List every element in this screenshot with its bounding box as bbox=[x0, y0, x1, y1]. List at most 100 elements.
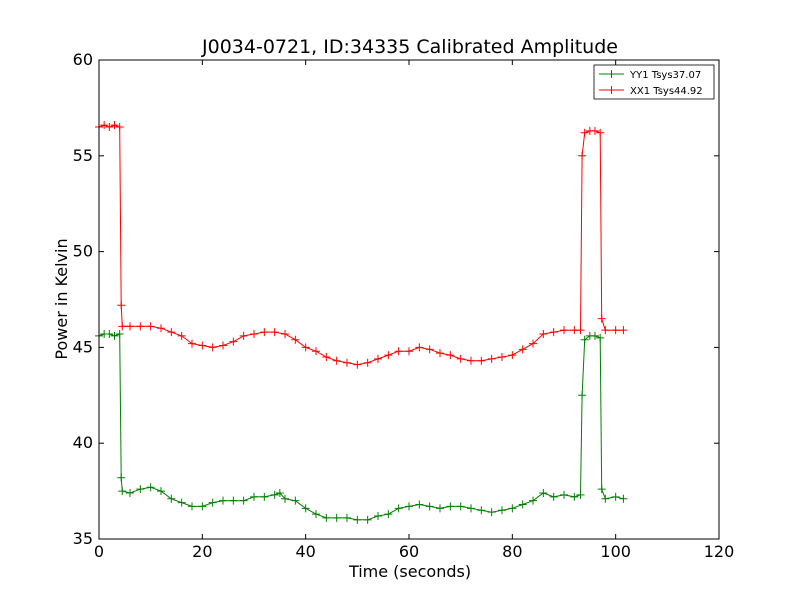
x-tick-label: 40 bbox=[295, 542, 315, 561]
data-point bbox=[560, 490, 568, 499]
data-point bbox=[539, 329, 548, 338]
data-point bbox=[353, 515, 362, 524]
data-point bbox=[110, 331, 119, 340]
data-point bbox=[275, 489, 284, 498]
data-point bbox=[549, 492, 558, 501]
data-point bbox=[619, 494, 628, 503]
series-layer bbox=[95, 121, 628, 524]
data-point bbox=[353, 360, 362, 369]
data-point bbox=[312, 510, 320, 519]
data-point bbox=[591, 126, 599, 135]
legend-box bbox=[593, 64, 715, 100]
data-point bbox=[146, 483, 155, 492]
legend: YY1 Tsys37.07 XX1 Tsys44.92 bbox=[593, 64, 715, 100]
data-point bbox=[601, 494, 610, 503]
data-point bbox=[105, 329, 114, 338]
data-point bbox=[549, 328, 558, 337]
data-point bbox=[578, 391, 587, 400]
data-point bbox=[597, 314, 606, 323]
data-point bbox=[394, 347, 403, 356]
data-point bbox=[405, 502, 413, 511]
data-point bbox=[529, 496, 537, 505]
data-point bbox=[115, 329, 124, 338]
y-axis-label: Power in Kelvin bbox=[52, 238, 71, 359]
data-point bbox=[487, 354, 496, 363]
data-point bbox=[456, 354, 465, 363]
x-tick-label: 0 bbox=[94, 542, 104, 561]
data-point bbox=[136, 322, 145, 331]
x-tick-label: 120 bbox=[704, 542, 735, 561]
data-point bbox=[343, 513, 351, 522]
data-point bbox=[539, 489, 548, 498]
data-point bbox=[260, 328, 269, 337]
data-point bbox=[597, 485, 606, 494]
data-point bbox=[436, 349, 444, 358]
data-point bbox=[198, 341, 207, 350]
data-point bbox=[332, 513, 341, 522]
data-point bbox=[467, 356, 475, 365]
data-point bbox=[260, 492, 269, 501]
data-point bbox=[446, 351, 455, 360]
data-point bbox=[239, 496, 248, 505]
data-point bbox=[198, 502, 207, 511]
data-point bbox=[446, 502, 455, 511]
data-point bbox=[167, 494, 176, 503]
data-point bbox=[301, 343, 310, 352]
data-point bbox=[312, 347, 320, 356]
x-tick-label: 60 bbox=[399, 542, 419, 561]
y-tick-label: 35 bbox=[73, 529, 93, 548]
data-point bbox=[415, 343, 424, 352]
data-point bbox=[322, 352, 331, 361]
data-point bbox=[529, 339, 537, 348]
data-point bbox=[374, 354, 382, 363]
data-point bbox=[596, 128, 605, 137]
chart-title: J0034-0721, ID:34335 Calibrated Amplitud… bbox=[201, 36, 618, 58]
data-point bbox=[291, 335, 300, 344]
data-point bbox=[477, 506, 486, 515]
data-point bbox=[425, 345, 434, 354]
data-point bbox=[301, 504, 310, 513]
data-point bbox=[100, 121, 109, 130]
data-point bbox=[467, 504, 475, 513]
y-tick-label: 55 bbox=[73, 146, 93, 165]
data-point bbox=[508, 504, 517, 513]
data-point bbox=[281, 494, 289, 503]
data-point bbox=[105, 123, 114, 132]
data-point bbox=[208, 498, 217, 507]
data-point bbox=[291, 496, 300, 505]
data-point bbox=[518, 345, 527, 354]
series-0 bbox=[95, 329, 628, 524]
data-point bbox=[110, 121, 119, 130]
x-tick-label: 80 bbox=[502, 542, 522, 561]
y-tick-label: 60 bbox=[73, 50, 93, 69]
data-point bbox=[157, 487, 165, 496]
data-point bbox=[229, 337, 238, 346]
data-point bbox=[281, 329, 289, 338]
data-point bbox=[118, 322, 127, 331]
data-point bbox=[518, 500, 527, 509]
data-point bbox=[322, 513, 331, 522]
data-point bbox=[126, 489, 134, 498]
data-point bbox=[250, 329, 258, 338]
data-point bbox=[374, 512, 382, 521]
data-point bbox=[219, 341, 227, 350]
data-point bbox=[611, 326, 620, 335]
data-point bbox=[596, 333, 605, 342]
data-point bbox=[117, 473, 126, 482]
data-point bbox=[578, 151, 587, 160]
y-tick-label: 45 bbox=[73, 337, 93, 356]
x-tick-label: 20 bbox=[192, 542, 212, 561]
data-point bbox=[126, 322, 134, 331]
data-point bbox=[239, 331, 248, 340]
data-point bbox=[115, 123, 124, 132]
data-point bbox=[498, 506, 506, 515]
data-point bbox=[591, 331, 599, 340]
data-point bbox=[425, 502, 434, 511]
data-point bbox=[384, 351, 393, 360]
data-point bbox=[580, 128, 589, 137]
data-point bbox=[117, 301, 126, 310]
data-point bbox=[188, 339, 196, 348]
y-tick-label: 40 bbox=[73, 433, 93, 452]
